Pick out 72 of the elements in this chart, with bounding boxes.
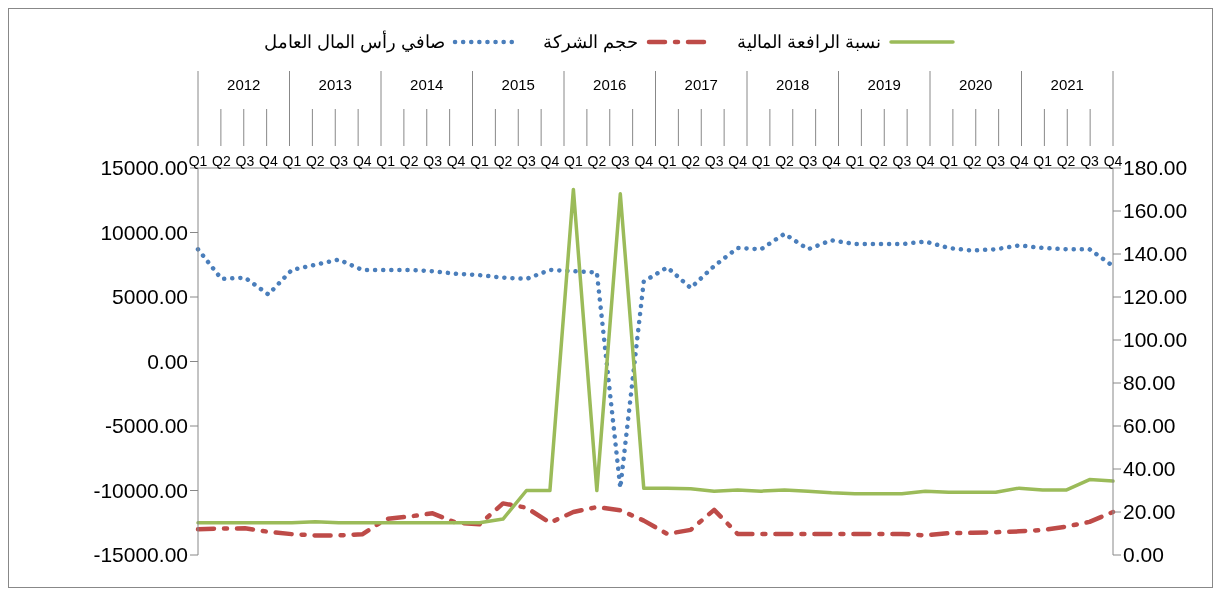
x-tick-label: Q2 [869,153,888,169]
x-tick-label: Q4 [1103,153,1123,169]
x-tick-label: Q1 [1033,153,1053,169]
x-tick-label: Q4 [634,153,654,169]
x-tick-label: Q1 [657,153,677,169]
x-tick-label: Q3 [1080,153,1100,169]
y2-tick-label: 60.00 [1123,414,1176,438]
legend-label: صافي رأس المال العامل [264,31,446,53]
x-tick-label: Q1 [564,153,583,169]
y2-tick-label: 40.00 [1123,457,1176,481]
text: 2016 [593,76,627,93]
x-tick-label: Q3 [235,153,255,169]
y-tick-label: -5000.00 [105,414,188,438]
y-tick-label: 15000.00 [100,156,188,180]
x-tick-label: Q3 [610,153,630,169]
x-tick-label: Q4 [540,153,560,169]
x-tick-label: Q2 [775,153,795,169]
x-tick-label: Q1 [188,153,208,169]
x-tick-label: Q2 [1056,153,1076,169]
x-tick-label: Q1 [939,153,959,169]
text: 2020 [959,76,993,93]
x-tick-label: Q2 [587,153,607,169]
text: 2018 [776,76,810,93]
y-tick-label: -15000.00 [93,543,188,567]
x-tick-label: Q4 [1009,153,1029,169]
x-tick-label: Q3 [704,153,724,169]
x-tick-label: Q3 [423,153,443,169]
x-tick-label: Q2 [962,153,982,169]
text: 2012 [227,76,261,93]
x-tick-label: Q1 [376,153,396,169]
y2-tick-label: 140.00 [1123,242,1188,266]
x-tick-label: Q4 [352,153,372,169]
line-series [195,501,1116,538]
x-tick-label: Q2 [212,153,232,169]
x-tick-label: Q3 [798,153,818,169]
text: 2021 [1050,76,1084,93]
x-tick-label: Q2 [399,153,419,169]
text: 2015 [501,76,535,93]
x-tick-label: Q1 [751,153,771,169]
legend-label: حجم الشركة [543,31,639,53]
x-tick-label: Q1 [845,153,865,169]
y-tick-label: -10000.00 [93,478,188,502]
y-tick-label: 5000.00 [112,285,188,309]
text: 2014 [410,76,444,93]
x-tick-label: Q4 [446,153,466,169]
line-series [196,187,1115,525]
y2-tick-label: 20.00 [1123,500,1176,524]
y-tick-label: 10000.00 [100,220,188,244]
y2-tick-label: 100.00 [1123,328,1188,352]
x-tick-label: Q4 [915,153,935,169]
text: 2017 [684,76,718,93]
legend-label: نسبة الرافعة المالية [736,31,881,53]
x-tick-label: Q1 [470,153,490,169]
y2-tick-label: 180.00 [1123,156,1188,180]
y-tick-label: 0.00 [147,349,188,373]
y2-tick-label: 160.00 [1123,199,1188,223]
text: 2019 [867,76,901,93]
x-tick-label: Q4 [728,153,748,169]
x-tick-label: Q3 [892,153,912,169]
x-tick-label: Q4 [822,153,842,169]
text: 2013 [318,76,352,93]
x-tick-label: Q3 [986,153,1006,169]
x-tick-label: Q4 [259,153,278,169]
x-tick-label: Q1 [282,153,302,169]
y2-tick-label: 0.00 [1123,543,1164,567]
y2-tick-label: 120.00 [1123,285,1188,309]
x-tick-label: Q2 [305,153,325,169]
x-tick-label: Q3 [329,153,349,169]
x-tick-label: Q2 [681,153,701,169]
y2-tick-label: 80.00 [1123,371,1176,395]
x-tick-label: Q2 [493,153,513,169]
x-tick-label: Q3 [517,153,537,169]
